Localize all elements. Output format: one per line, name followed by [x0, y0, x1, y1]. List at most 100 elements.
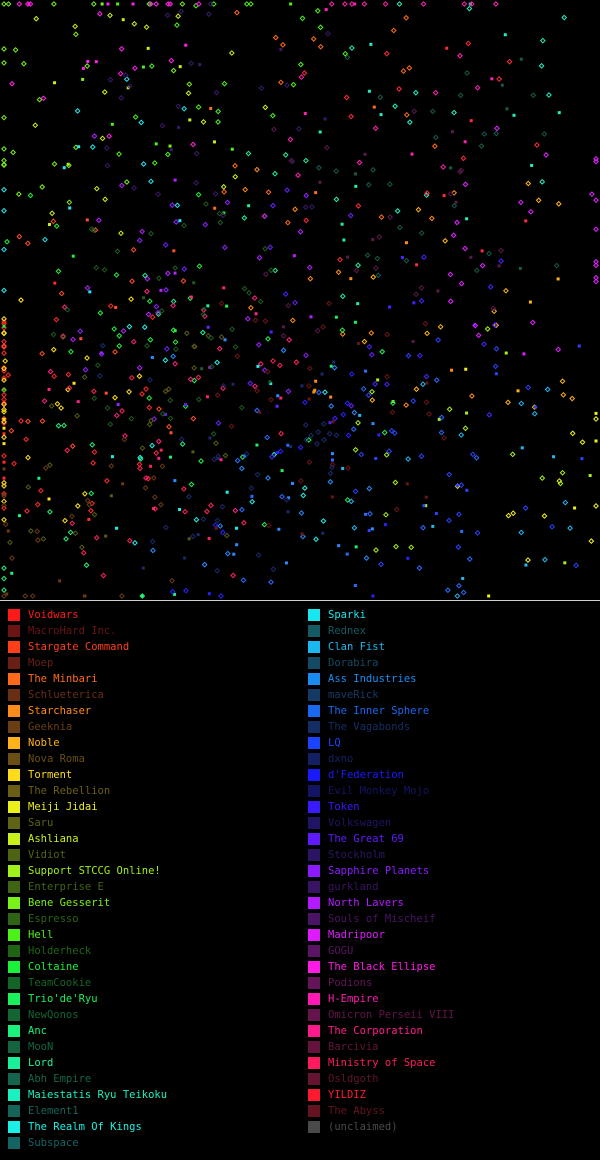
star-system[interactable] [300, 532, 304, 536]
star-system[interactable] [295, 125, 302, 132]
star-system[interactable] [240, 577, 247, 584]
star-system[interactable] [121, 482, 125, 486]
star-system[interactable] [292, 206, 299, 213]
star-system[interactable] [481, 131, 488, 137]
star-system[interactable] [361, 1, 368, 7]
star-system[interactable] [163, 412, 167, 416]
star-system[interactable] [353, 172, 357, 176]
star-system[interactable] [588, 538, 595, 544]
star-system[interactable] [1, 368, 7, 374]
star-system[interactable] [353, 583, 357, 587]
star-system[interactable] [42, 236, 48, 243]
star-system[interactable] [143, 386, 149, 392]
star-system[interactable] [1, 145, 7, 152]
star-system[interactable] [348, 45, 355, 51]
star-system[interactable] [541, 556, 548, 563]
star-system[interactable] [172, 339, 179, 346]
star-system[interactable] [487, 594, 491, 598]
star-system[interactable] [107, 12, 113, 19]
star-system[interactable] [318, 130, 322, 134]
star-system[interactable] [461, 1, 468, 7]
star-system[interactable] [291, 481, 295, 485]
star-system[interactable] [297, 478, 304, 484]
star-system[interactable] [29, 593, 36, 599]
star-system[interactable] [11, 460, 17, 467]
star-system[interactable] [170, 67, 177, 74]
star-system[interactable] [424, 495, 428, 499]
star-system[interactable] [104, 391, 108, 395]
star-system[interactable] [1, 246, 7, 253]
star-system[interactable] [17, 514, 21, 518]
star-system[interactable] [593, 158, 599, 165]
star-system[interactable] [524, 219, 528, 223]
star-system[interactable] [344, 497, 351, 503]
star-system[interactable] [348, 113, 354, 120]
star-system[interactable] [123, 76, 130, 83]
star-system[interactable] [298, 74, 305, 81]
star-system[interactable] [396, 85, 403, 92]
star-system[interactable] [50, 218, 57, 225]
star-system[interactable] [270, 126, 277, 133]
star-system[interactable] [295, 172, 301, 179]
star-system[interactable] [81, 374, 88, 381]
star-system[interactable] [487, 283, 494, 290]
star-system[interactable] [199, 329, 206, 336]
star-system[interactable] [370, 527, 374, 531]
star-system[interactable] [320, 421, 327, 427]
star-system[interactable] [454, 200, 458, 204]
star-system[interactable] [137, 465, 143, 472]
star-system[interactable] [486, 250, 492, 257]
star-system[interactable] [494, 125, 500, 132]
star-system[interactable] [201, 313, 208, 320]
star-system[interactable] [356, 302, 360, 306]
star-system[interactable] [451, 189, 458, 196]
star-system[interactable] [387, 214, 394, 220]
star-system[interactable] [1, 505, 7, 512]
star-system[interactable] [348, 371, 355, 377]
star-system[interactable] [203, 201, 209, 207]
star-system[interactable] [580, 457, 584, 461]
star-system[interactable] [475, 332, 482, 339]
star-system[interactable] [159, 288, 163, 292]
star-system[interactable] [99, 135, 106, 142]
star-system[interactable] [593, 258, 599, 265]
star-system[interactable] [167, 1, 174, 7]
star-system[interactable] [492, 1, 499, 7]
star-system[interactable] [324, 144, 330, 151]
star-system[interactable] [114, 305, 118, 309]
star-system[interactable] [20, 60, 27, 67]
star-system[interactable] [431, 524, 435, 528]
star-system[interactable] [474, 530, 481, 536]
star-system[interactable] [432, 134, 439, 141]
star-system[interactable] [91, 133, 98, 140]
star-system[interactable] [149, 314, 156, 321]
star-system[interactable] [118, 45, 125, 52]
star-system[interactable] [151, 416, 158, 422]
star-system[interactable] [190, 415, 197, 422]
star-system[interactable] [469, 451, 476, 458]
star-system[interactable] [128, 296, 135, 303]
star-system[interactable] [172, 249, 176, 253]
star-system[interactable] [190, 533, 196, 540]
star-system[interactable] [268, 380, 272, 384]
star-system[interactable] [320, 324, 327, 330]
star-system[interactable] [132, 65, 138, 72]
star-system[interactable] [368, 351, 375, 358]
star-system[interactable] [593, 278, 599, 285]
star-system[interactable] [577, 344, 581, 348]
star-system[interactable] [567, 525, 573, 532]
star-system[interactable] [151, 494, 158, 501]
star-system[interactable] [1, 575, 7, 582]
star-system[interactable] [425, 381, 429, 385]
star-system[interactable] [8, 427, 15, 434]
star-system[interactable] [345, 552, 349, 556]
star-system[interactable] [141, 324, 148, 331]
star-system[interactable] [90, 388, 97, 395]
star-system[interactable] [369, 397, 376, 404]
star-system[interactable] [25, 454, 31, 461]
star-system[interactable] [216, 345, 223, 352]
star-system[interactable] [525, 180, 532, 187]
star-system[interactable] [411, 340, 415, 344]
star-system[interactable] [2, 521, 9, 528]
star-system[interactable] [173, 592, 177, 596]
